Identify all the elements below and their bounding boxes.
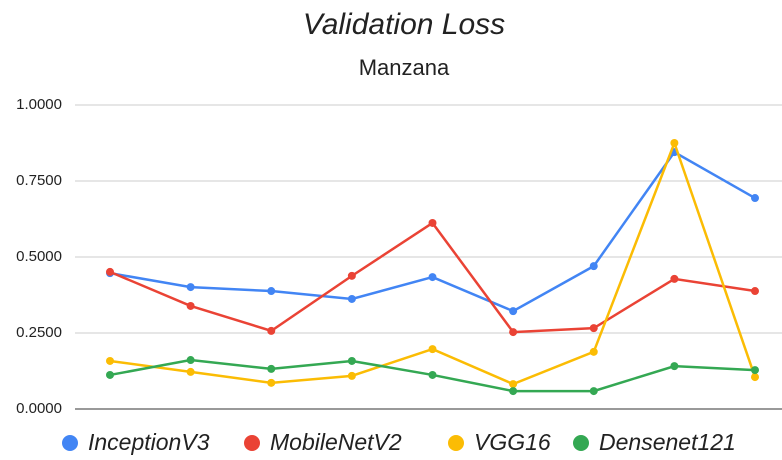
series-line: [109, 150, 756, 313]
data-point: [428, 345, 437, 354]
data-point: [751, 194, 759, 203]
data-point: [428, 370, 437, 379]
data-point: [589, 347, 598, 356]
data-point: [267, 287, 276, 296]
data-point: [509, 307, 518, 316]
data-point: [589, 324, 598, 333]
data-point: [186, 367, 195, 376]
data-point: [509, 380, 518, 389]
legend-label: VGG16: [474, 429, 551, 455]
data-point: [751, 366, 759, 375]
data-point: [670, 362, 679, 371]
data-point: [186, 283, 195, 292]
data-point: [267, 364, 276, 373]
data-point: [751, 287, 759, 296]
data-point: [106, 370, 114, 379]
data-point: [670, 139, 679, 147]
data-point: [509, 328, 518, 337]
y-tick-label: 0.2500: [16, 324, 62, 341]
data-point: [106, 356, 114, 365]
y-tick-label: 0.7500: [16, 172, 62, 189]
data-point: [589, 262, 598, 271]
data-point: [106, 267, 114, 276]
data-point: [186, 301, 195, 310]
legend-marker: [244, 435, 260, 451]
data-point: [509, 387, 518, 396]
chart-title: Validation Loss: [303, 8, 505, 41]
data-point: [589, 387, 598, 396]
data-point: [751, 373, 759, 382]
data-point: [267, 326, 276, 335]
data-point: [347, 294, 356, 303]
data-point: [347, 371, 356, 380]
legend-marker: [573, 435, 589, 451]
data-point: [347, 271, 356, 280]
y-tick-label: 0.0000: [16, 400, 62, 417]
data-point: [186, 356, 195, 365]
y-tick-label: 0.5000: [16, 248, 62, 265]
legend-label: Densenet121: [599, 429, 736, 455]
chart-subtitle: Manzana: [359, 55, 450, 80]
legend-marker: [448, 435, 464, 451]
legend-marker: [62, 435, 78, 451]
data-point: [670, 274, 679, 283]
data-point: [428, 218, 437, 227]
data-point: [267, 378, 276, 387]
legend-label: InceptionV3: [88, 429, 210, 455]
y-tick-label: 1.0000: [16, 96, 62, 113]
data-point: [428, 273, 437, 282]
data-point: [347, 356, 356, 365]
legend-label: MobileNetV2: [270, 429, 402, 455]
